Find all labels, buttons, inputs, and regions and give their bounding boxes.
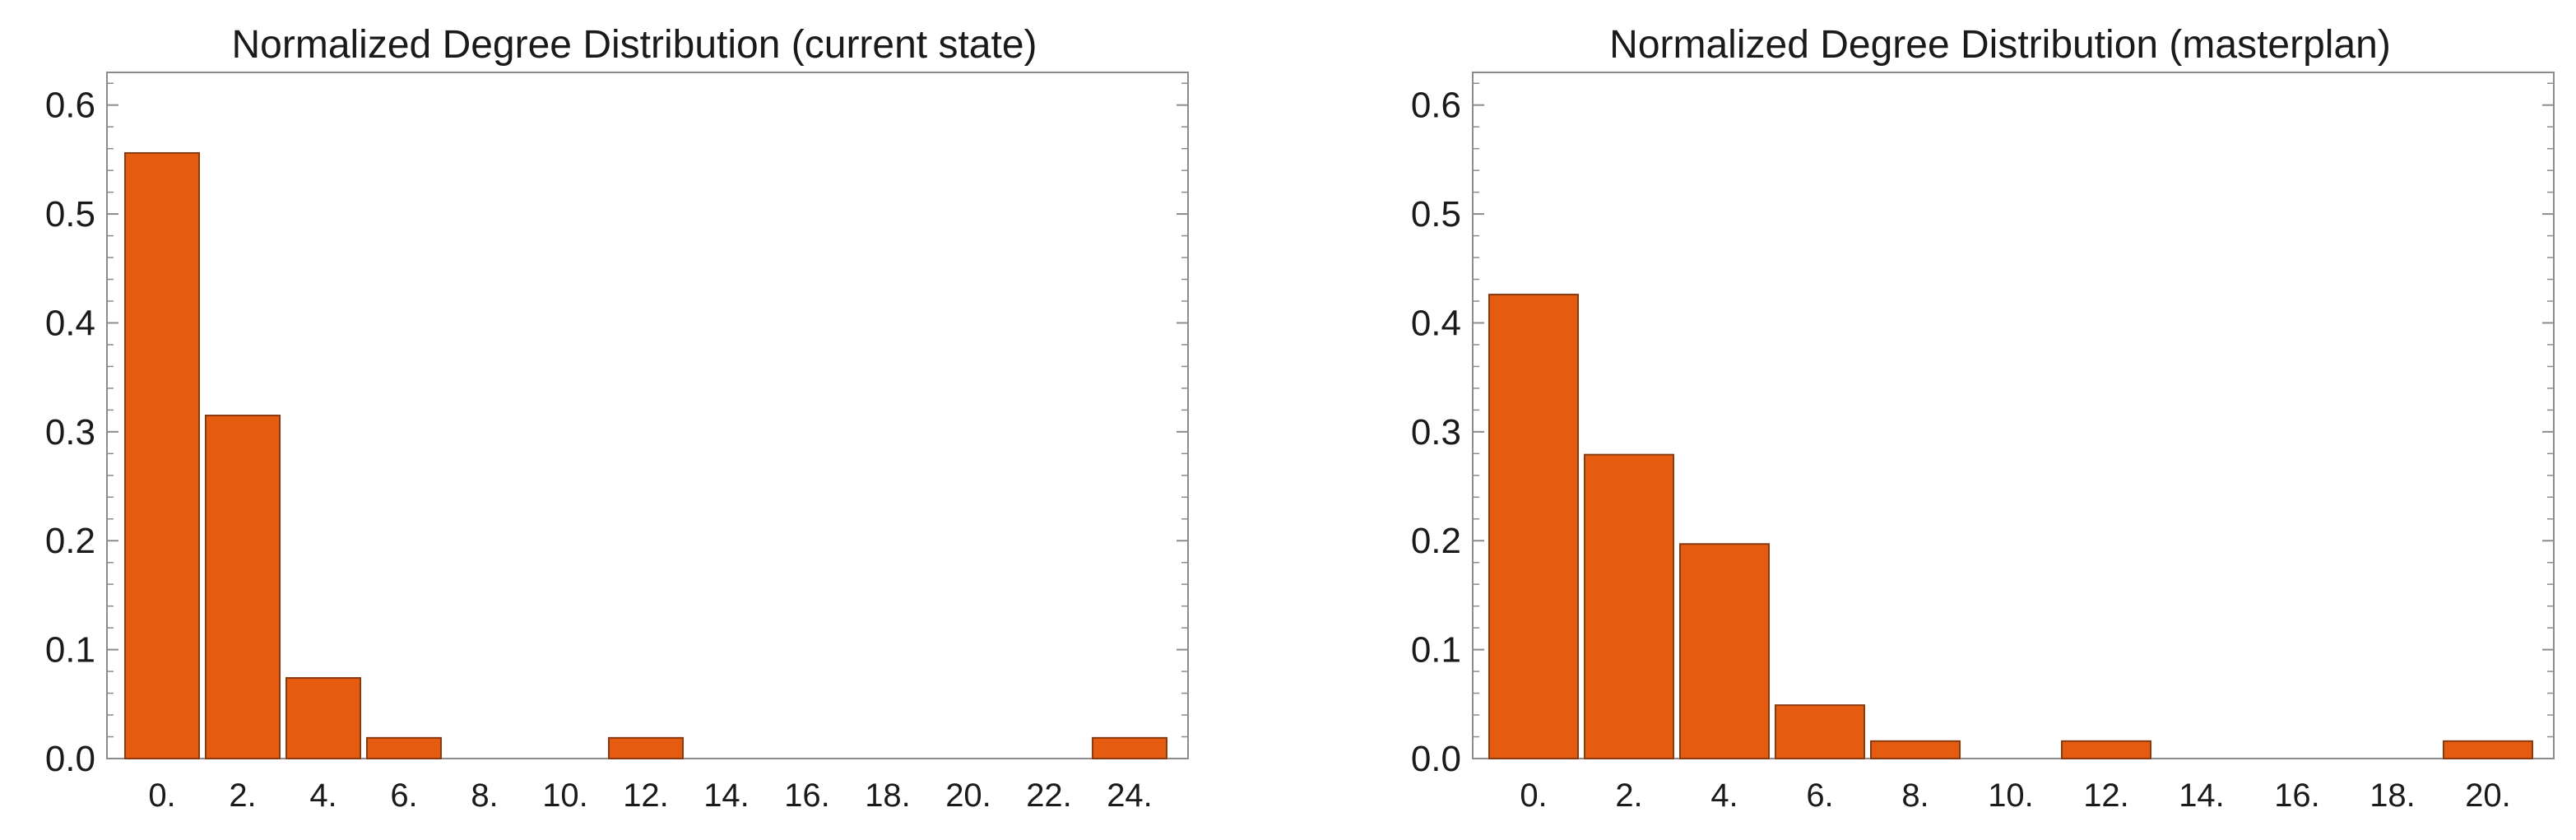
x-tick-label: 16. — [2274, 777, 2320, 814]
chart-masterplan: Normalized Degree Distribution (masterpl… — [1411, 23, 2555, 814]
y-tick-label: 0.6 — [45, 86, 95, 126]
chart-title: Normalized Degree Distribution (masterpl… — [1609, 23, 2391, 67]
y-tick-label: 0.6 — [1411, 86, 1461, 126]
y-tick-label: 0.0 — [1411, 739, 1461, 779]
x-tick-label: 14. — [703, 777, 750, 814]
y-tick-label: 0.3 — [45, 412, 95, 452]
bar — [608, 736, 684, 759]
x-tick-label: 16. — [784, 777, 830, 814]
x-tick-label: 10. — [542, 777, 588, 814]
x-tick-label: 2. — [1615, 777, 1642, 814]
bar — [124, 151, 200, 759]
x-tick-label: 0. — [148, 777, 175, 814]
x-tick-label: 8. — [1901, 777, 1929, 814]
x-tick-label: 4. — [1710, 777, 1738, 814]
x-tick-label: 20. — [2465, 777, 2511, 814]
y-tick-label: 0.5 — [45, 194, 95, 234]
x-tick-label: 8. — [471, 777, 498, 814]
chart-title: Normalized Degree Distribution (current … — [231, 23, 1037, 67]
x-tick-label: 6. — [390, 777, 417, 814]
chart-current-state: Normalized Degree Distribution (current … — [45, 23, 1189, 814]
bar — [1584, 453, 1674, 760]
x-tick-label: 18. — [2369, 777, 2416, 814]
x-tick-label: 10. — [1988, 777, 2034, 814]
y-tick-label: 0.4 — [1411, 303, 1461, 343]
bar — [1092, 736, 1167, 759]
x-tick-label: 14. — [2179, 777, 2225, 814]
x-tick-label: 0. — [1520, 777, 1547, 814]
bar — [285, 677, 361, 759]
y-tick-label: 0.0 — [45, 739, 95, 779]
x-tick-label: 12. — [2083, 777, 2129, 814]
bar — [1870, 740, 1961, 759]
y-tick-label: 0.4 — [45, 303, 95, 343]
y-tick-label: 0.1 — [45, 630, 95, 671]
y-tick-label: 0.2 — [1411, 521, 1461, 561]
x-tick-label: 2. — [229, 777, 256, 814]
x-tick-label: 22. — [1026, 777, 1072, 814]
bar — [1679, 543, 1770, 759]
bar — [366, 736, 442, 759]
bar — [1775, 704, 1865, 760]
x-tick-label: 18. — [865, 777, 911, 814]
y-tick-label: 0.3 — [1411, 412, 1461, 452]
x-tick-label: 20. — [945, 777, 991, 814]
plot-frame — [1472, 72, 2555, 759]
bar — [1488, 294, 1579, 759]
y-tick-label: 0.1 — [1411, 630, 1461, 671]
x-tick-label: 6. — [1806, 777, 1833, 814]
y-tick-label: 0.5 — [1411, 194, 1461, 234]
x-tick-label: 12. — [623, 777, 669, 814]
y-tick-label: 0.2 — [45, 521, 95, 561]
x-tick-label: 4. — [309, 777, 337, 814]
x-tick-label: 24. — [1107, 777, 1153, 814]
bar — [205, 415, 281, 759]
bar — [2443, 740, 2533, 759]
bar — [2061, 740, 2151, 759]
